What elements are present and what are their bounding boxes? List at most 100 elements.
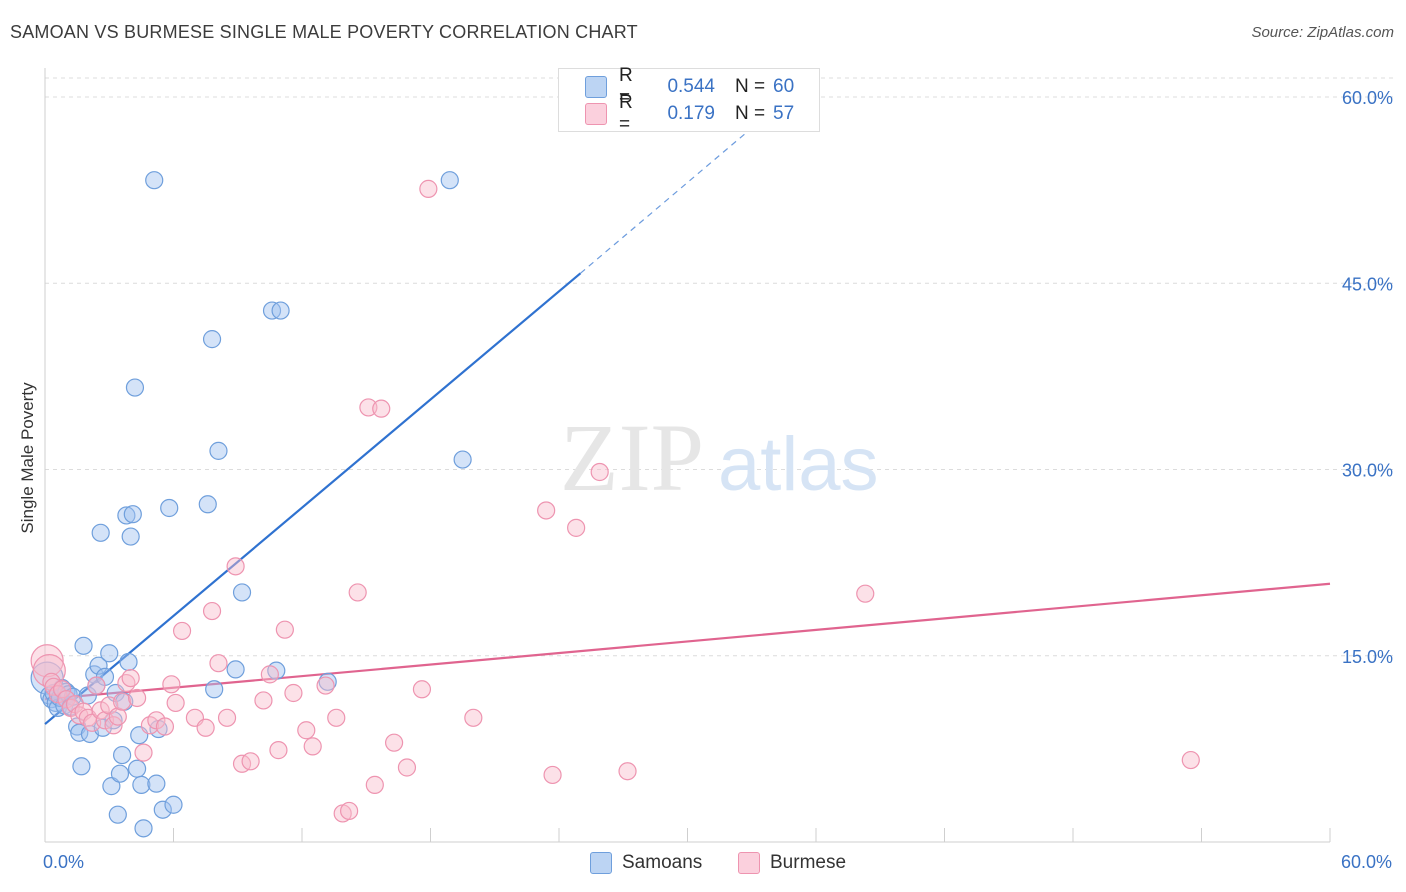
burmese-point: [464, 708, 483, 727]
samoans-point: [160, 498, 179, 518]
samoans-point: [209, 441, 228, 460]
burmese-point: [209, 654, 228, 673]
samoans-swatch: [585, 76, 607, 98]
y-axis-label: Single Male Poverty: [18, 382, 37, 534]
burmese-point: [127, 688, 147, 708]
burmese-point: [254, 691, 273, 710]
watermark-atlas: atlas: [718, 422, 879, 507]
samoans-point: [125, 378, 145, 397]
burmese-point: [241, 752, 260, 771]
legend-row-burmese: R = 0.179 N = 57: [585, 92, 795, 135]
chart-title: SAMOAN VS BURMESE SINGLE MALE POVERTY CO…: [10, 22, 638, 42]
samoans-point: [108, 805, 127, 824]
axes: [44, 68, 1331, 843]
burmese-point: [543, 765, 562, 785]
samoans-point: [271, 301, 290, 320]
burmese-point: [856, 584, 875, 603]
samoans-point: [112, 745, 132, 765]
samoans-point: [198, 495, 217, 514]
samoans-point: [453, 450, 472, 469]
samoans-point: [134, 819, 153, 838]
samoans-point: [85, 665, 104, 684]
grid-lines: [45, 77, 1395, 657]
r-label: R =: [619, 65, 633, 108]
x-tick-max: 60.0%: [1340, 852, 1392, 872]
samoans-point: [127, 759, 147, 778]
burmese-point: [155, 717, 175, 736]
burmese-point: [303, 737, 322, 756]
burmese-swatch: [738, 852, 760, 874]
trend-lines: [44, 127, 1331, 725]
burmese-point: [567, 518, 586, 537]
burmese-point: [134, 743, 153, 762]
n-value: 57: [773, 103, 795, 124]
scatter-points: [30, 171, 1200, 838]
burmese-point: [359, 398, 378, 417]
burmese-point: [297, 721, 316, 740]
burmese-point: [217, 708, 237, 727]
burmese-point: [384, 733, 404, 752]
r-label: R =: [619, 92, 633, 135]
samoans-label: Samoans: [622, 852, 703, 873]
samoans-point: [232, 583, 252, 602]
burmese-point: [275, 620, 294, 639]
samoans-point: [93, 718, 112, 737]
burmese-point: [172, 621, 192, 641]
burmese-point: [53, 680, 72, 699]
y-tick-label: 30.0%: [1342, 461, 1393, 481]
burmese-point: [348, 583, 367, 602]
r-value: 0.544: [667, 76, 715, 97]
samoans-point: [121, 527, 140, 546]
r-value: 0.179: [667, 103, 715, 124]
burmese-point: [316, 676, 335, 695]
samoans-point: [117, 506, 136, 525]
n-label: N =: [735, 103, 766, 124]
watermark-zip: ZIP: [560, 404, 704, 511]
burmese-point: [284, 683, 303, 703]
samoans-point: [205, 680, 224, 699]
y-tick-label: 45.0%: [1342, 274, 1393, 294]
burmese-point: [1181, 750, 1200, 770]
burmese-trend-line: [44, 582, 1331, 701]
samoans-trend-extension: [580, 127, 753, 274]
burmese-point: [121, 668, 140, 688]
burmese-point: [166, 693, 185, 713]
n-label: N =: [735, 76, 766, 97]
n-value: 60: [773, 76, 795, 97]
burmese-point: [162, 675, 181, 694]
burmese-point: [269, 741, 288, 760]
samoans-point: [102, 777, 121, 796]
samoans-point: [91, 523, 110, 542]
burmese-point: [365, 775, 384, 794]
samoans-point: [202, 330, 222, 349]
burmese-point: [618, 762, 637, 781]
burmese-label: Burmese: [770, 852, 847, 873]
burmese-point: [226, 557, 245, 576]
burmese-point: [202, 601, 222, 621]
burmese-point: [340, 801, 359, 821]
burmese-point: [112, 692, 132, 711]
samoans-trend-line: [44, 272, 582, 725]
samoans-point: [132, 775, 151, 794]
samoans-point: [110, 764, 130, 783]
samoans-point: [153, 800, 172, 819]
legend: R = 0.544 N = 60 R = 0.179 N = 57: [558, 65, 820, 135]
burmese-point: [412, 680, 432, 699]
burmese-point: [590, 462, 609, 482]
samoans-point: [440, 171, 459, 190]
burmese-swatch: [585, 103, 607, 125]
burmese-point: [104, 716, 123, 735]
burmese-point: [108, 707, 127, 726]
bottom-legend-samoans: Samoans: [590, 852, 702, 874]
burmese-point: [196, 718, 215, 737]
burmese-point: [537, 501, 556, 520]
source-label: Source: ZipAtlas.com: [1251, 24, 1394, 41]
samoans-point: [123, 505, 142, 524]
burmese-point: [327, 708, 346, 727]
samoans-point: [145, 171, 164, 190]
samoans-point: [164, 795, 183, 814]
burmese-point: [91, 701, 110, 720]
samoans-point: [89, 656, 108, 675]
samoans-point: [119, 652, 138, 672]
